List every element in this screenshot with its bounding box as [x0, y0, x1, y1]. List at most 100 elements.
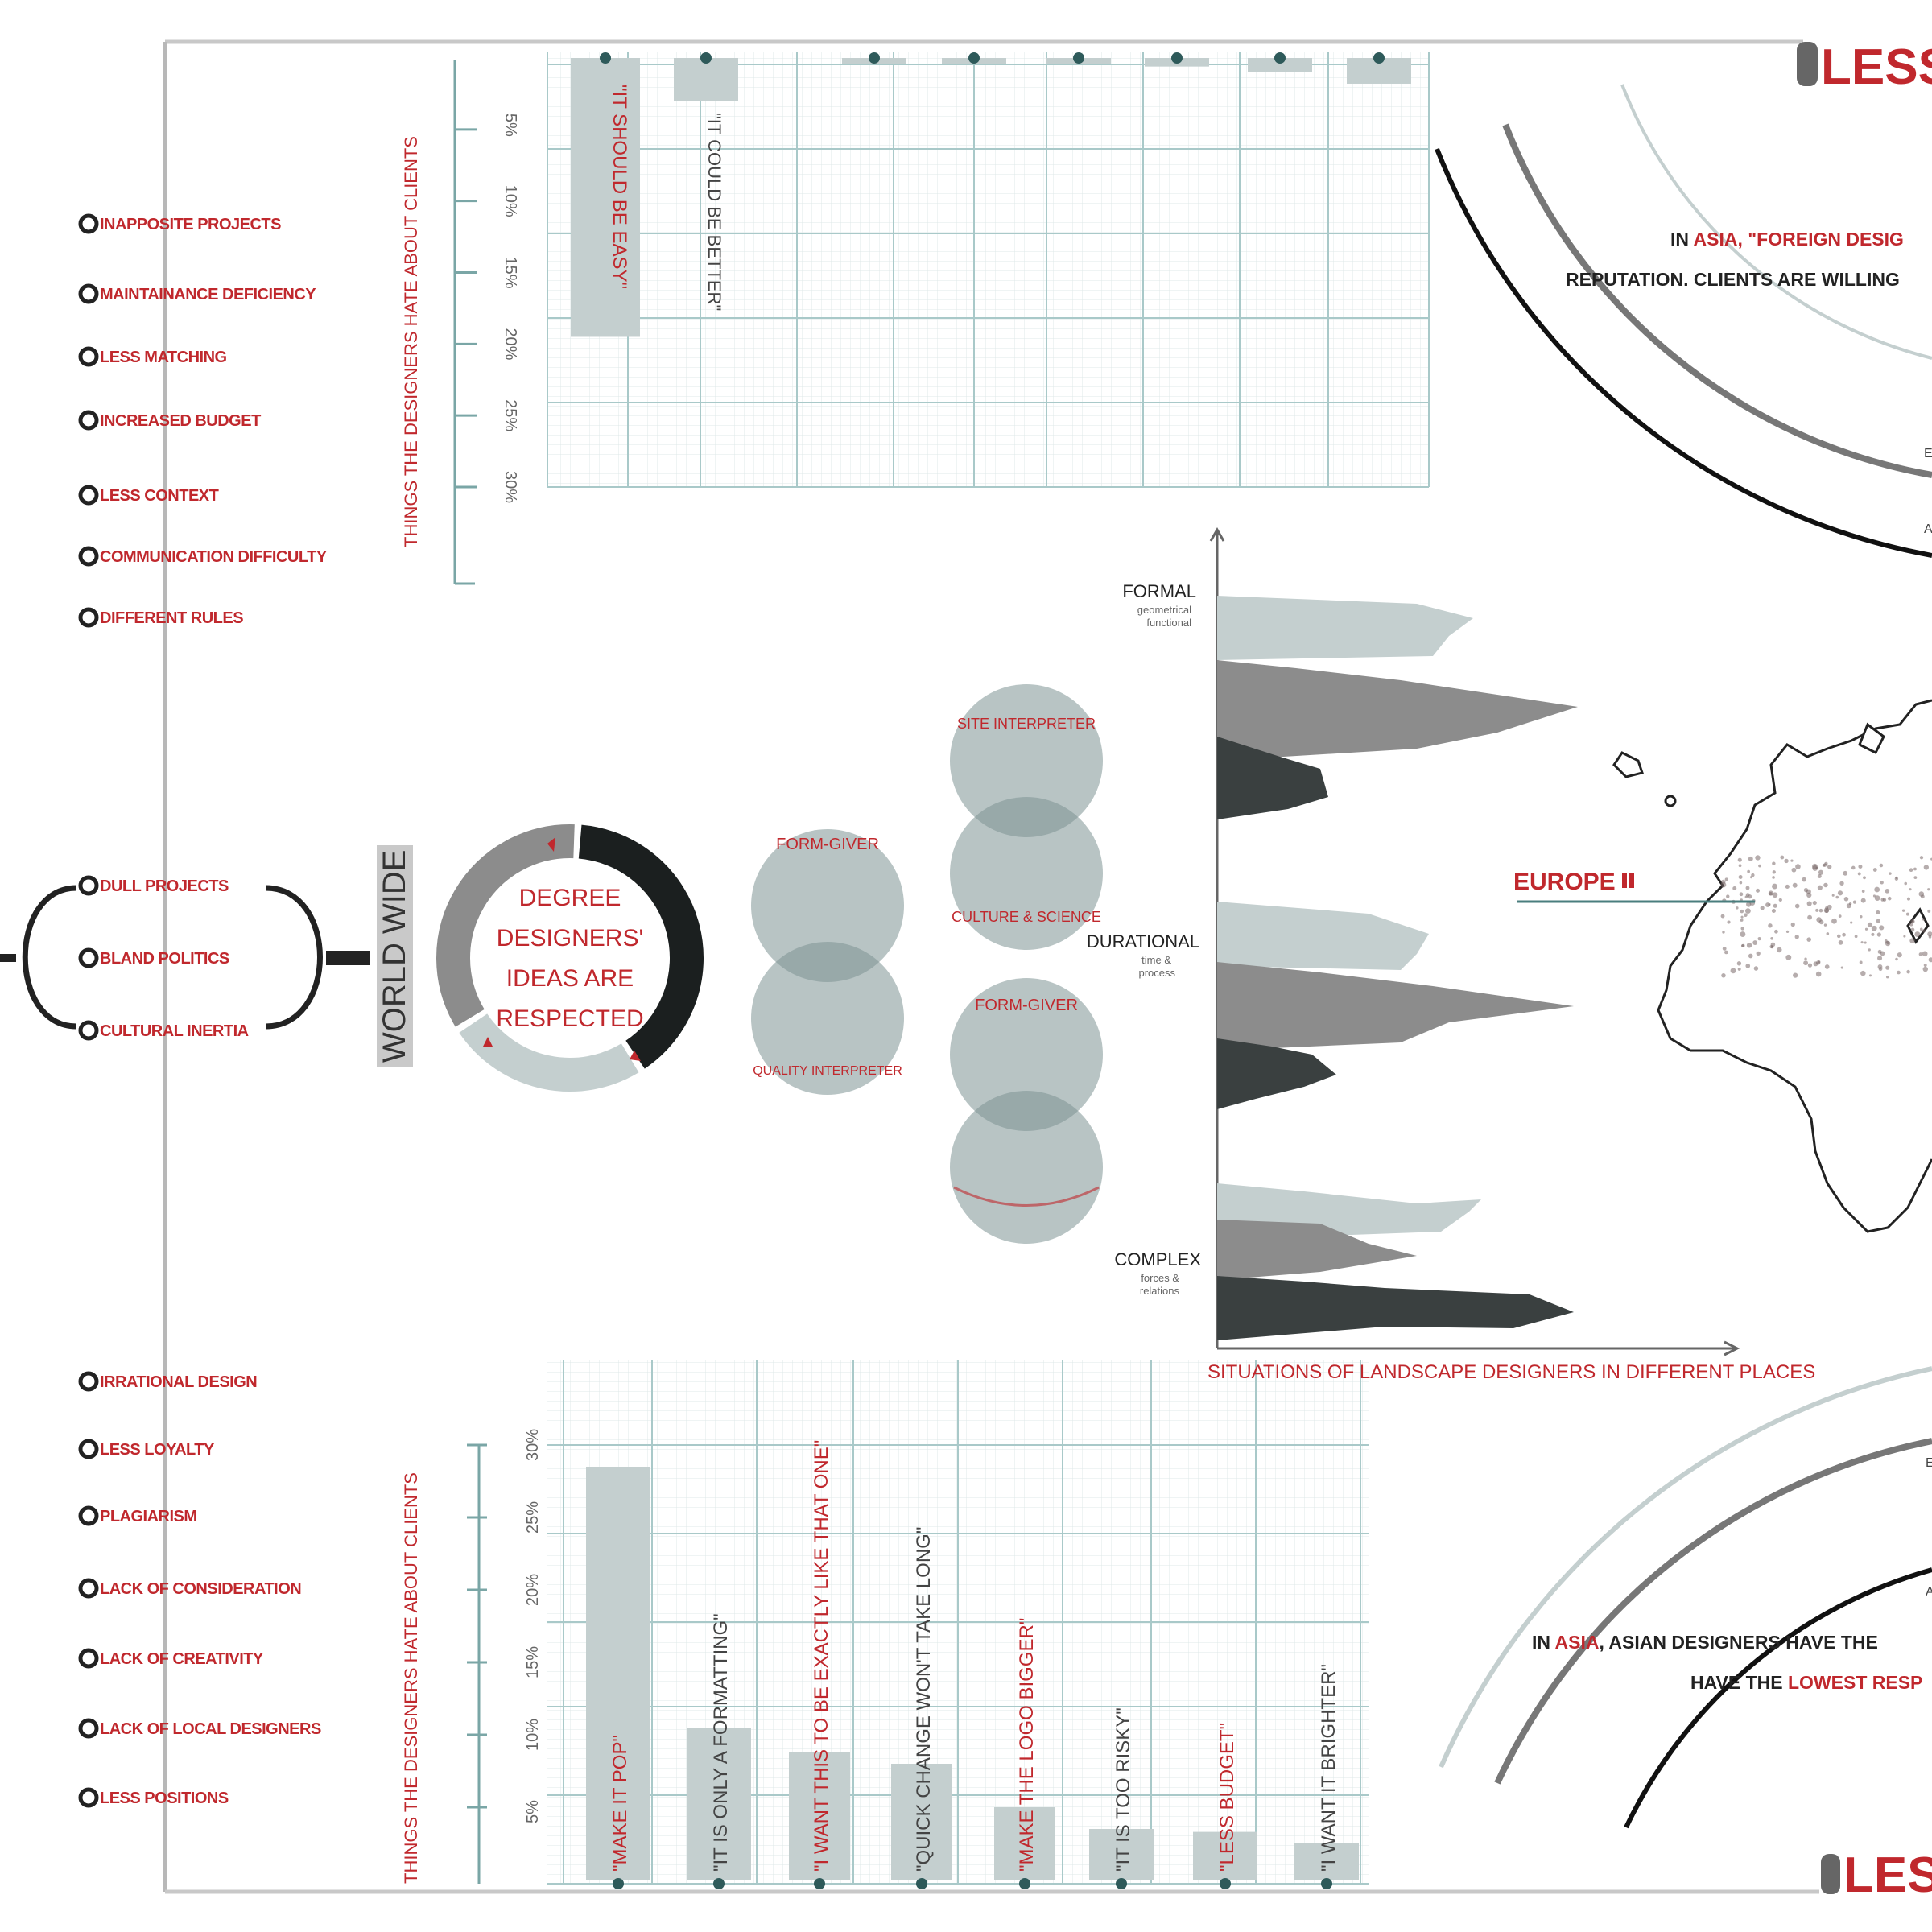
map-dot	[1751, 873, 1755, 877]
bottom-bar-anchor-dot	[1116, 1878, 1127, 1889]
bullet-ring-icon	[78, 607, 99, 628]
top-bar-anchor-dot	[1073, 52, 1084, 64]
map-dot	[1874, 886, 1880, 893]
map-dot	[1868, 948, 1871, 952]
map-dot	[1903, 935, 1906, 938]
europe-label: EUROPE	[1513, 869, 1616, 895]
left-list-bottom-item: LACK OF CONSIDERATION	[100, 1580, 301, 1598]
bullet-ring-icon	[78, 947, 99, 968]
arc-bottom-label-2: A	[1926, 1585, 1932, 1599]
situations-chart: FORMAL geometrical functional DURATIONAL…	[1087, 526, 1815, 1383]
map-dot	[1822, 864, 1826, 867]
map-dot	[1909, 888, 1912, 891]
map-dot	[1726, 894, 1730, 898]
bullet-ring-icon	[78, 1020, 99, 1041]
donut-marker	[630, 1051, 641, 1061]
map-dot	[1823, 882, 1828, 888]
arrow-right-icon	[1724, 1340, 1740, 1356]
map-dot	[1914, 931, 1921, 938]
donut-chart	[436, 824, 704, 1092]
map-dot	[1838, 939, 1843, 945]
map-dot	[1837, 934, 1841, 939]
arrow-up-icon	[1209, 526, 1225, 542]
map-dot	[1877, 956, 1883, 961]
bullet-ring-icon	[78, 1505, 99, 1526]
island-outline	[1612, 751, 1644, 778]
venn-b-top-circle	[950, 684, 1103, 837]
map-dot	[1740, 927, 1744, 931]
top-tick-label: 5%	[502, 114, 519, 137]
map-dot	[1770, 936, 1773, 940]
map-dot	[1840, 966, 1843, 969]
top-bar-anchor-dot	[600, 52, 611, 64]
map-dot	[1812, 901, 1817, 906]
venn-pair-a: FORM-GIVER QUALITY INTERPRETER	[751, 829, 904, 1095]
map-dot	[1739, 892, 1744, 897]
bottom-chart: 5% 10% 15% 20% 25% 30% "MAKE IT POP" "IT IS ON…	[401, 1360, 1368, 1889]
bottom-bar-label: "IT IS ONLY A FORMATTING"	[710, 1613, 732, 1872]
map-dot	[1871, 932, 1875, 936]
donut-text: DEGREE DESIGNERS' IDEAS ARE RESPECTED	[496, 885, 643, 1032]
donut-segment	[436, 824, 575, 1027]
venn-b-top-label: SITE INTERPRETER	[957, 716, 1096, 732]
left-list-mid: DULL PROJECTS BLAND POLITICS CULTURAL INER…	[0, 875, 370, 1041]
map-dot	[1720, 914, 1725, 919]
map-dot	[1732, 886, 1737, 891]
less-header-top: LESS	[1797, 39, 1932, 95]
europe-marker	[1622, 873, 1627, 888]
formal-area-light	[1217, 596, 1473, 660]
left-list-top: INAPPOSITE PROJECTS MAINTAINANCE DEFICIEN…	[78, 213, 328, 628]
map-dot	[1730, 968, 1736, 974]
map-dot	[1872, 868, 1877, 872]
bottom-bar	[586, 1467, 650, 1880]
map-dot	[1724, 877, 1728, 881]
group-formal-label: FORMAL	[1122, 581, 1196, 601]
map-dot	[1922, 966, 1928, 972]
map-dot	[1784, 858, 1789, 864]
left-list-top-item: COMMUNICATION DIFFICULTY	[100, 548, 328, 566]
map-dot	[1804, 957, 1807, 960]
map-dot	[1806, 892, 1812, 898]
map-dot	[1897, 952, 1902, 958]
map-dot	[1927, 931, 1932, 937]
asia-text-bottom: IN ASIA, ASIAN DESIGNERS HAVE THE HAVE T…	[1532, 1632, 1922, 1693]
map-dot	[1868, 974, 1872, 977]
map-dot	[1817, 874, 1822, 878]
map-dot	[1871, 925, 1877, 931]
map-dot	[1748, 856, 1753, 861]
map-dot	[1876, 910, 1880, 915]
map-dot	[1771, 908, 1776, 913]
left-list-bottom: IRRATIONAL DESIGN LESS LOYALTY PLAGIARISM L…	[78, 1371, 321, 1808]
asia-bottom-line-1: IN ASIA, ASIAN DESIGNERS HAVE THE	[1532, 1632, 1878, 1653]
durational-area-mid	[1217, 962, 1574, 1051]
donut-segment	[578, 824, 704, 1069]
map-dot	[1831, 918, 1837, 924]
map-dot	[1850, 921, 1853, 924]
map-dot	[1885, 965, 1890, 970]
map-dot	[1770, 942, 1776, 947]
map-dot	[1824, 908, 1829, 914]
top-bar-label: "IT COULD BE BETTER"	[704, 113, 724, 311]
group-formal-sub2: functional	[1146, 617, 1191, 629]
map-dot	[1806, 937, 1811, 942]
situations-xlabel: SITUATIONS OF LANDSCAPE DESIGNERS IN DIF…	[1208, 1361, 1815, 1383]
map-dot	[1745, 893, 1750, 897]
map-dot	[1913, 867, 1917, 871]
bottom-tick-label: 20%	[524, 1574, 542, 1606]
arc-top-label-2: A	[1924, 522, 1932, 536]
arc-top-label-1: E	[1924, 447, 1932, 460]
island-dot	[1664, 795, 1677, 807]
bottom-bar-anchor-dot	[1321, 1878, 1332, 1889]
bottom-tick-label: 5%	[524, 1800, 542, 1823]
map-dot	[1744, 913, 1748, 918]
bottom-bar-label: "I WANT IT BRIGHTER"	[1318, 1664, 1340, 1872]
left-list-bottom-item: LESS LOYALTY	[100, 1441, 215, 1459]
map-dot	[1880, 898, 1885, 902]
map-dot	[1724, 950, 1728, 955]
top-chart-grid	[547, 52, 1429, 487]
bullet-ring-icon	[78, 1648, 99, 1669]
map-dot	[1872, 894, 1876, 898]
map-dot	[1860, 898, 1866, 903]
durational-area-dark	[1217, 1038, 1336, 1109]
venn-c-top-label: FORM-GIVER	[975, 997, 1078, 1014]
